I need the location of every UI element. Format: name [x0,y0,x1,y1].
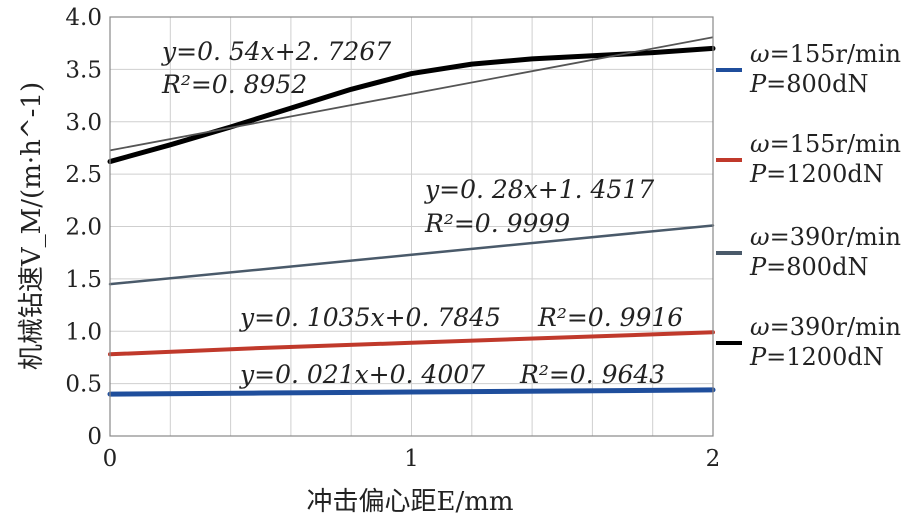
trend-line [109,36,714,152]
annotation-r2-3: R²=0. 9916 [537,303,683,332]
x-tick-label: 1 [404,446,419,472]
series-line [107,387,716,397]
annotation-eq-3: y=0. 1035x+0. 7845 [239,303,501,332]
y-tick-label: 1.5 [65,267,102,293]
annotation-eq-2: y=0. 28x+1. 4517 [424,175,654,204]
annotation-eq-1: y=0. 54x+2. 7267 [161,37,391,66]
y-axis-title: 机械钻速V_M/(m·h^-1) [17,82,47,370]
legend: ω=155r/minP=800dNω=155r/minP=1200dNω=390… [716,40,901,371]
legend-label-line2: P=1200dN [749,343,884,371]
x-axis-title: 冲击偏心距E/mm [306,487,513,517]
x-tick-label: 2 [706,446,721,472]
series-line [107,45,716,165]
y-tick-label: 2.0 [65,215,102,241]
annotation-r2-2: R²=0. 9999 [424,209,570,238]
plot-frame [109,16,714,437]
legend-label-line1: ω=390r/min [750,223,901,251]
legend-label-line1: ω=155r/min [750,40,901,68]
annotation-eq-4: y=0. 021x+0. 4007 [239,360,485,389]
y-tick-label: 4.0 [65,5,102,31]
legend-label-line1: ω=155r/min [750,130,901,158]
annotation-r2-4: R²=0. 9643 [519,360,665,389]
legend-label-line1: ω=390r/min [750,313,901,341]
series-line [108,224,715,286]
y-tick-label: 1.0 [65,319,102,345]
y-tick-label: 0 [87,424,102,450]
y-tick-label: 0.5 [65,372,102,398]
y-tick-label: 3.0 [65,110,102,136]
tick-labels: 0 0.5 1.0 1.5 2.0 2.5 3.0 3.5 4.0 0 1 2 [65,5,720,472]
legend-label-line2: P=800dN [749,70,868,98]
legend-label-line2: P=800dN [749,253,868,281]
series-line [108,330,715,357]
y-tick-label: 2.5 [65,162,102,188]
legend-label-line2: P=1200dN [749,160,884,188]
y-tick-label: 3.5 [65,57,102,83]
series-lines [107,36,716,397]
annotation-r2-1: R²=0. 8952 [161,70,307,99]
x-tick-label: 0 [103,446,118,472]
